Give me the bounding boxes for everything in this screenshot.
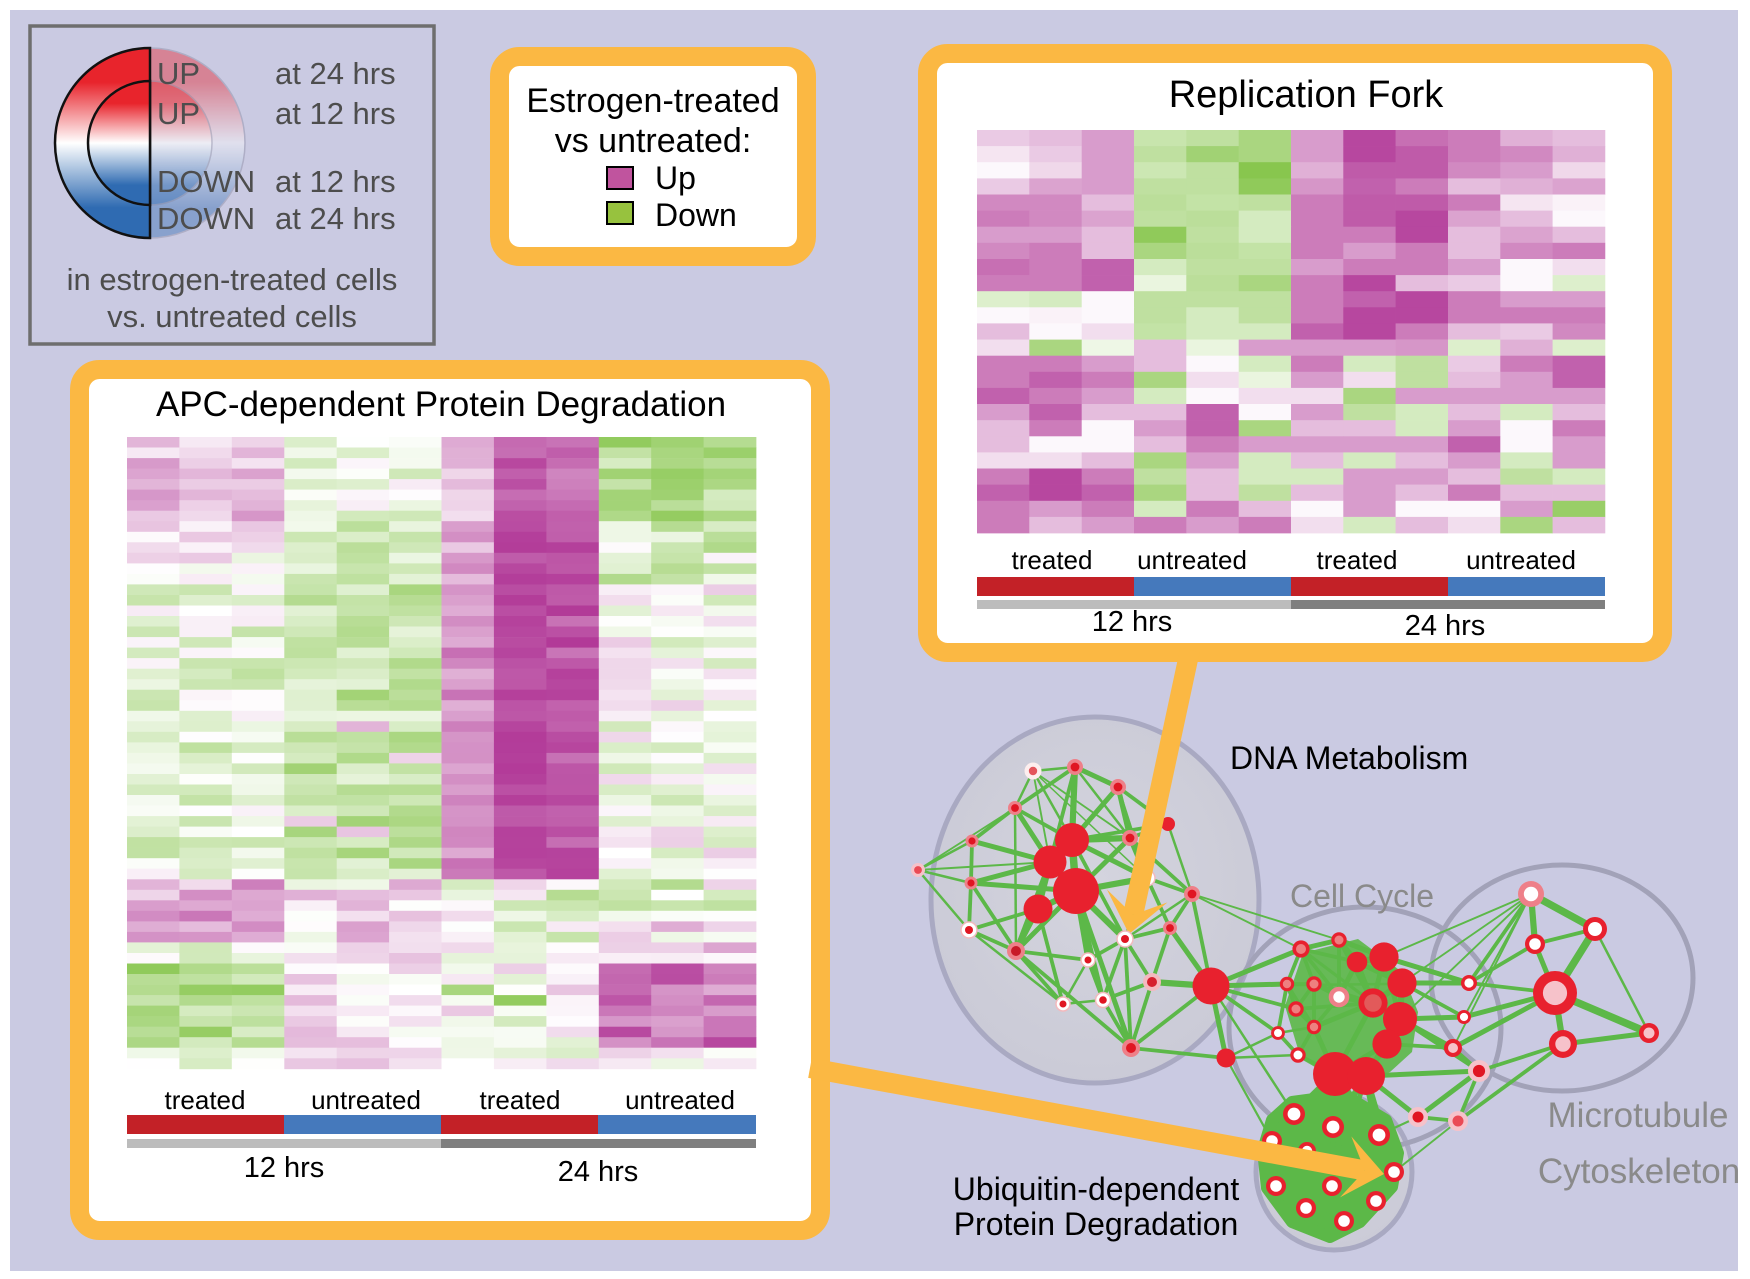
svg-text:Ubiquitin-dependent: Ubiquitin-dependent xyxy=(953,1171,1240,1207)
svg-text:in estrogen-treated cells: in estrogen-treated cells xyxy=(67,262,398,297)
svg-text:12 hrs: 12 hrs xyxy=(1092,606,1173,638)
svg-text:UP: UP xyxy=(157,96,200,131)
svg-text:UP: UP xyxy=(157,56,200,91)
svg-text:Down: Down xyxy=(655,197,737,233)
svg-text:treated: treated xyxy=(1317,545,1398,575)
svg-text:vs untreated:: vs untreated: xyxy=(555,122,752,160)
svg-text:Up: Up xyxy=(655,160,696,196)
svg-text:DOWN: DOWN xyxy=(157,164,255,199)
svg-text:DNA Metabolism: DNA Metabolism xyxy=(1230,740,1468,776)
svg-text:at 24 hrs: at 24 hrs xyxy=(275,201,396,236)
svg-text:24 hrs: 24 hrs xyxy=(558,1156,639,1188)
svg-text:treated: treated xyxy=(165,1085,246,1115)
svg-text:12 hrs: 12 hrs xyxy=(244,1152,325,1184)
svg-text:Estrogen-treated: Estrogen-treated xyxy=(526,82,779,120)
svg-text:Cell Cycle: Cell Cycle xyxy=(1290,878,1434,914)
svg-text:treated: treated xyxy=(480,1085,561,1115)
svg-text:DOWN: DOWN xyxy=(157,201,255,236)
svg-text:Cytoskeleton: Cytoskeleton xyxy=(1538,1152,1740,1191)
svg-text:at 12 hrs: at 12 hrs xyxy=(275,96,396,131)
svg-text:Microtubule: Microtubule xyxy=(1548,1096,1729,1135)
svg-text:untreated: untreated xyxy=(311,1085,421,1115)
svg-text:24 hrs: 24 hrs xyxy=(1405,610,1486,642)
svg-text:untreated: untreated xyxy=(625,1085,735,1115)
svg-text:untreated: untreated xyxy=(1466,545,1576,575)
svg-text:untreated: untreated xyxy=(1137,545,1247,575)
svg-text:treated: treated xyxy=(1012,545,1093,575)
svg-text:at 12 hrs: at 12 hrs xyxy=(275,164,396,199)
svg-text:at 24 hrs: at 24 hrs xyxy=(275,56,396,91)
svg-text:vs. untreated cells: vs. untreated cells xyxy=(107,299,357,334)
svg-text:APC-dependent Protein Degradat: APC-dependent Protein Degradation xyxy=(156,385,726,424)
svg-text:Replication Fork: Replication Fork xyxy=(1169,74,1445,116)
svg-text:Protein Degradation: Protein Degradation xyxy=(954,1206,1239,1242)
